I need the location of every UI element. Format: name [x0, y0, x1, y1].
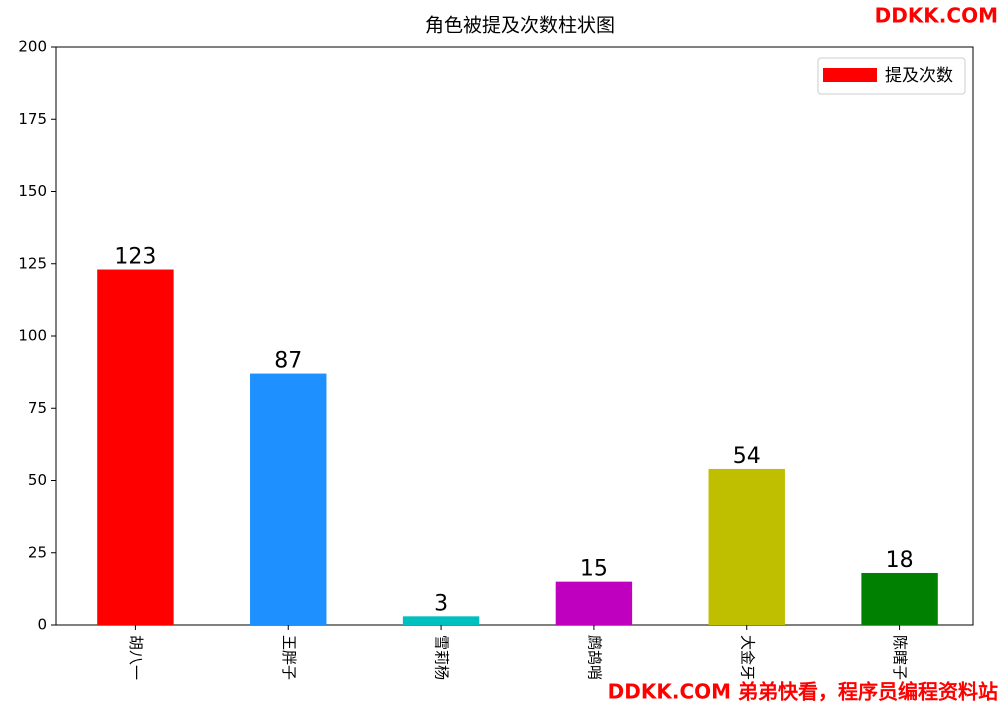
- y-tick-label: 75: [28, 399, 47, 417]
- y-tick-label: 100: [18, 327, 47, 345]
- y-tick-label: 0: [37, 616, 47, 634]
- x-tick-label: 大金牙: [738, 635, 756, 680]
- value-label: 3: [434, 591, 448, 616]
- y-tick-label: 150: [18, 182, 47, 200]
- legend-box: [817, 57, 966, 95]
- value-label: 54: [733, 444, 761, 469]
- legend-swatch: [823, 68, 877, 82]
- bar: [861, 572, 938, 625]
- bar: [97, 269, 174, 625]
- legend-label: 提及次数: [885, 66, 953, 86]
- y-tick-label: 25: [28, 543, 47, 561]
- value-label: 18: [886, 548, 914, 573]
- watermark: DDKK.COM 弟弟快看，程序员编程资料站: [608, 680, 998, 704]
- x-tick-label: 鹧鸪哨: [585, 635, 603, 680]
- chart-title: 角色被提及次数柱状图: [425, 15, 615, 37]
- y-tick-label: 125: [18, 254, 47, 272]
- axes-frame: [55, 46, 974, 626]
- bar: [402, 616, 480, 625]
- y-tick-label: 50: [28, 471, 47, 489]
- bar: [708, 468, 785, 625]
- x-tick-label: 雪莉杨: [433, 635, 451, 680]
- watermark: DDKK.COM: [875, 4, 998, 28]
- value-label: 87: [274, 349, 302, 374]
- value-label: 15: [580, 557, 608, 582]
- x-tick-label: 陈瞎子: [891, 635, 909, 680]
- x-tick-label: 王胖子: [280, 635, 298, 680]
- bar: [555, 581, 633, 625]
- y-tick-label: 175: [18, 110, 47, 128]
- bar: [250, 373, 327, 625]
- y-tick-label: 200: [18, 38, 47, 56]
- value-label: 123: [114, 245, 156, 270]
- x-tick-label: 胡八一: [127, 635, 145, 680]
